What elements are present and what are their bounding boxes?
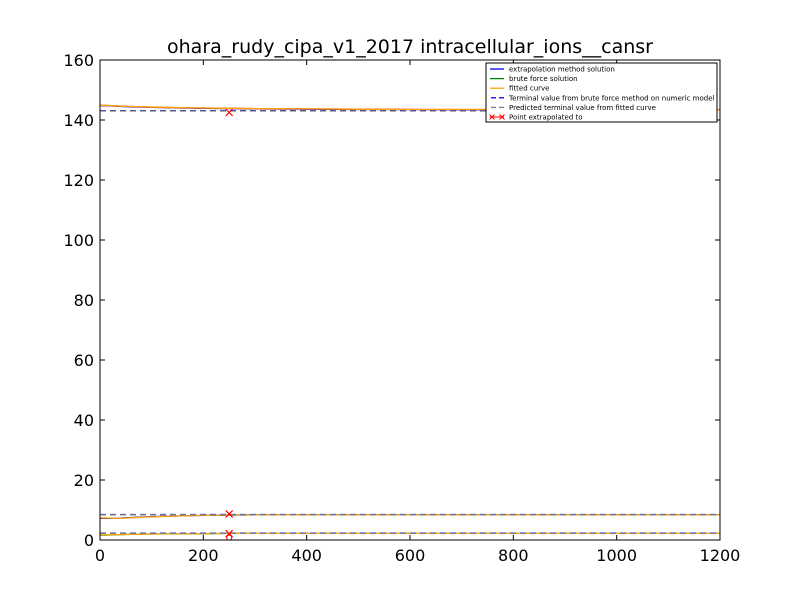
series-layer bbox=[100, 104, 720, 536]
legend-label: extrapolation method solution bbox=[509, 66, 615, 74]
y-tick-label: 80 bbox=[74, 291, 94, 310]
legend-entry: Predicted terminal value from fitted cur… bbox=[491, 104, 656, 112]
y-tick-label: 20 bbox=[74, 471, 94, 490]
markers-layer bbox=[225, 108, 234, 541]
legend-entry: brute force solution bbox=[490, 75, 578, 83]
legend-label: Terminal value from brute force method o… bbox=[508, 94, 715, 102]
x-tick-label: 400 bbox=[291, 546, 322, 565]
legend-entry: extrapolation method solution bbox=[490, 66, 615, 74]
x-tick-label: 200 bbox=[188, 546, 219, 565]
y-tick-label: 60 bbox=[74, 351, 94, 370]
x-tick-label: 600 bbox=[395, 546, 426, 565]
y-tick-label: 160 bbox=[63, 51, 94, 70]
extrapolated-point-marker bbox=[225, 509, 234, 518]
x-tick-label: 800 bbox=[498, 546, 529, 565]
legend-label: Point extrapolated to bbox=[509, 114, 583, 122]
legend-label: fitted curve bbox=[509, 85, 550, 93]
extrapolated-point-marker bbox=[225, 108, 234, 117]
x-tick-label: 1200 bbox=[700, 546, 741, 565]
y-tick-label: 120 bbox=[63, 171, 94, 190]
y-tick-label: 140 bbox=[63, 111, 94, 130]
y-tick-label: 100 bbox=[63, 231, 94, 250]
y-axis: 0 20 40 60 80 100 120 140 160 bbox=[63, 51, 720, 550]
plot-frame bbox=[99, 59, 721, 541]
x-axis: 0 200 400 600 800 1000 1200 bbox=[95, 60, 740, 565]
y-tick-label: 40 bbox=[74, 411, 94, 430]
legend-box bbox=[485, 62, 718, 123]
extrapolated-point-marker bbox=[226, 534, 233, 541]
legend-label: brute force solution bbox=[509, 75, 578, 83]
terminal-lines-layer bbox=[100, 110, 720, 535]
chart-title: ohara_rudy_cipa_v1_2017 intracellular_io… bbox=[167, 36, 653, 58]
x-tick-label: 1000 bbox=[596, 546, 637, 565]
legend-entry: fitted curve bbox=[490, 85, 550, 93]
legend-entry: Point extrapolated to bbox=[489, 114, 583, 122]
legend-label: Predicted terminal value from fitted cur… bbox=[509, 104, 656, 112]
y-tick-label: 0 bbox=[84, 531, 94, 550]
legend-entry: Terminal value from brute force method o… bbox=[491, 94, 715, 102]
x-tick-label: 0 bbox=[95, 546, 105, 565]
